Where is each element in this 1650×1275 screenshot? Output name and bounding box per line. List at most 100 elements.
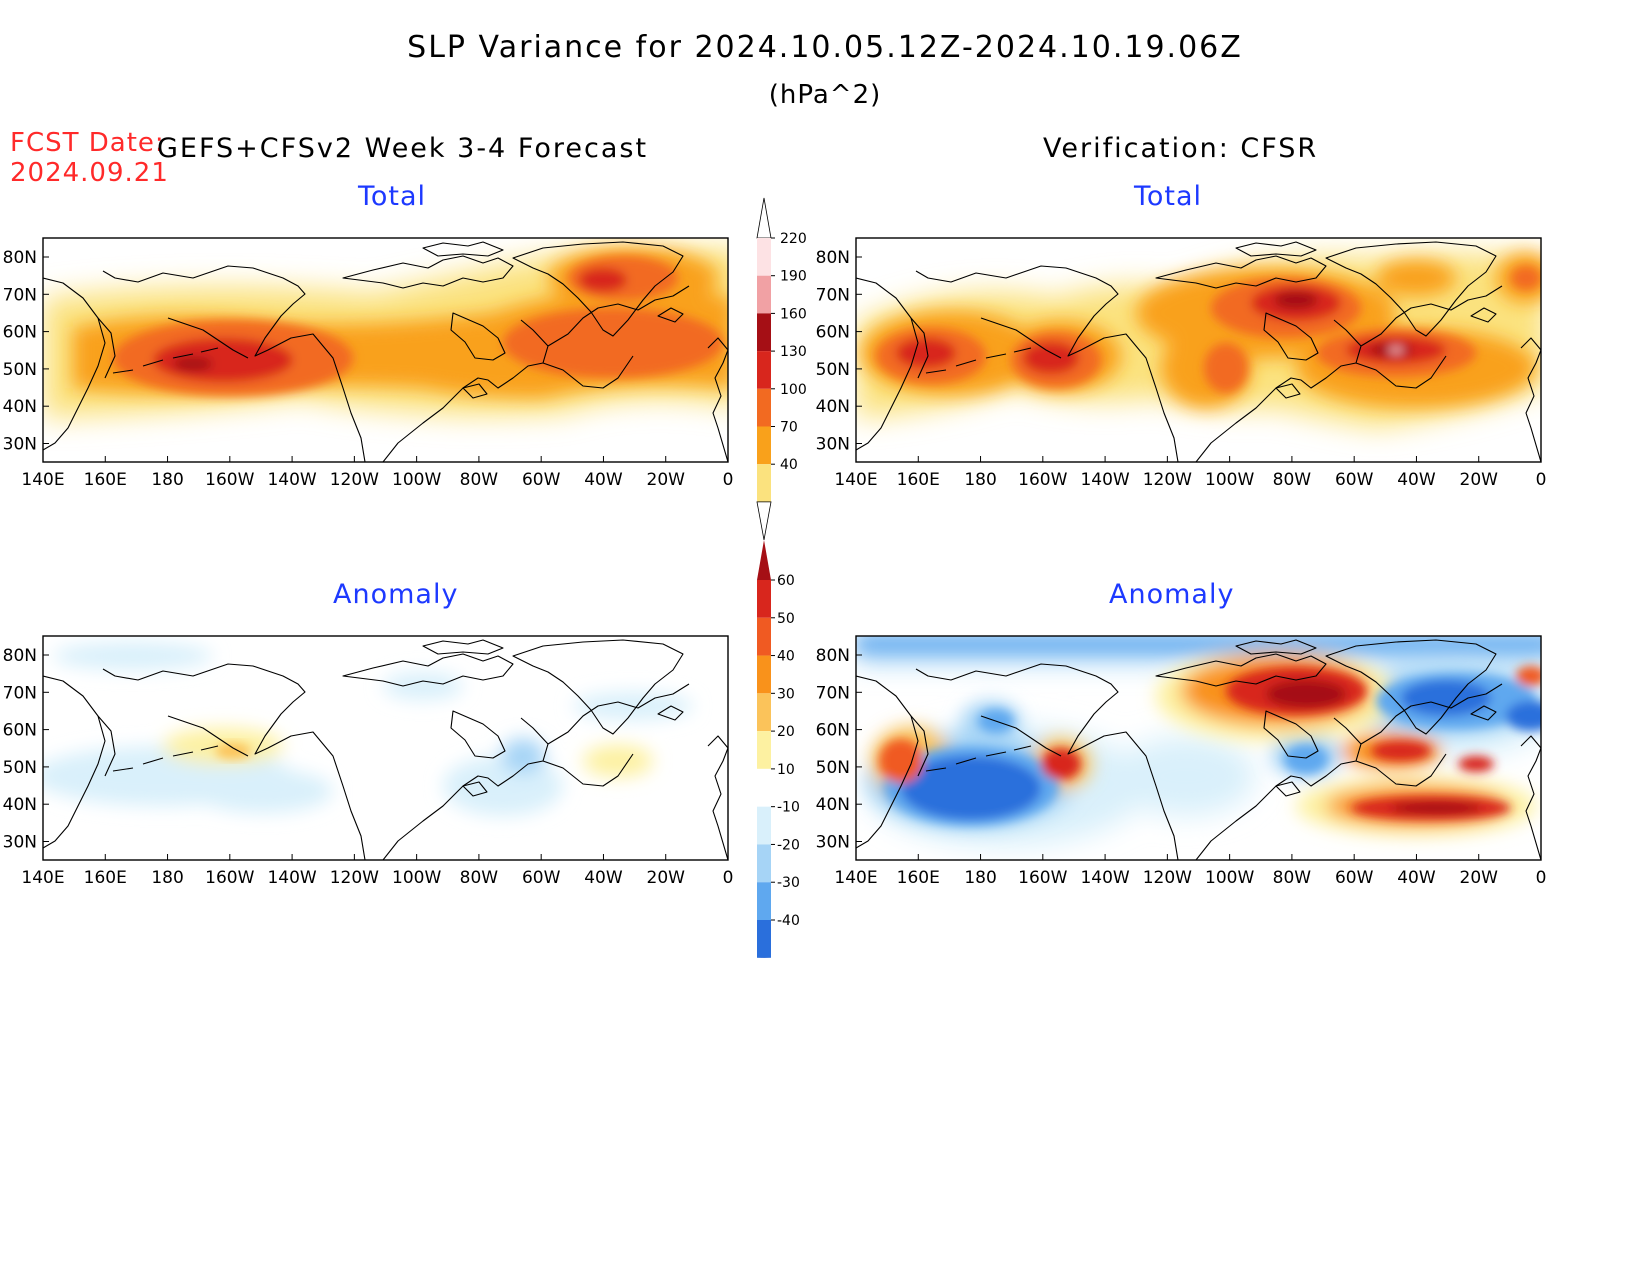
colorbar-label: -30 <box>777 875 800 891</box>
colorbar-label: -20 <box>777 837 800 853</box>
colorbar-label: -10 <box>777 800 800 816</box>
lon-tick-label: 180 <box>151 470 183 490</box>
lat-tick-label: 50N <box>3 758 37 778</box>
lon-tick-label: 0 <box>723 470 734 490</box>
colorbar-swatch <box>757 693 771 732</box>
forecast-anomaly-map <box>42 635 729 861</box>
lon-tick-label: 40W <box>1397 868 1436 888</box>
lon-tick-label: 20W <box>1460 868 1499 888</box>
colorbar-label: 60 <box>777 573 795 589</box>
forecast-header: GEFS+CFSv2 Week 3-4 Forecast <box>157 133 649 164</box>
lon-tick-label: 60W <box>1335 868 1374 888</box>
lat-tick-label: 40N <box>816 795 850 815</box>
lon-tick-label: 120W <box>330 470 379 490</box>
colorbar-label: 160 <box>780 306 807 322</box>
lon-tick-label: 40W <box>1397 470 1436 490</box>
lon-tick-label: 20W <box>647 868 686 888</box>
panel-label-forecast-total: Total <box>358 181 427 212</box>
lat-tick-label: 50N <box>816 758 850 778</box>
lat-tick-label: 60N <box>816 323 850 343</box>
lat-tick-label: 80N <box>3 248 37 268</box>
colorbar-label: 130 <box>780 344 807 360</box>
figure-title: SLP Variance for 2024.10.05.12Z-2024.10.… <box>407 30 1243 65</box>
lon-tick-label: 140W <box>1080 868 1129 888</box>
lat-tick-label: 70N <box>816 285 850 305</box>
colorbar-swatch <box>757 731 771 769</box>
lon-tick-label: 140E <box>21 470 64 490</box>
lat-tick-label: 30N <box>3 435 37 455</box>
lon-tick-label: 140E <box>21 868 64 888</box>
colorbar-label: 40 <box>777 649 795 665</box>
colorbar-top-arrow <box>756 197 772 239</box>
lat-tick-label: 60N <box>816 721 850 741</box>
panel-label-verification-total: Total <box>1134 181 1203 212</box>
lon-tick-label: 160W <box>1018 868 1067 888</box>
lat-tick-label: 80N <box>3 646 37 666</box>
lon-tick-label: 160W <box>1018 470 1067 490</box>
colorbar-label: 50 <box>777 611 795 627</box>
lon-tick-label: 180 <box>964 868 996 888</box>
lat-tick-label: 50N <box>816 360 850 380</box>
lon-tick-label: 140E <box>834 470 877 490</box>
lon-tick-label: 20W <box>647 470 686 490</box>
colorbar-swatch <box>757 580 771 618</box>
lon-tick-label: 160W <box>205 868 254 888</box>
total-colorbar: 220 190 160 130 100 70 40 <box>756 197 807 540</box>
colorbar-label: 10 <box>777 762 795 778</box>
lon-tick-label: 60W <box>1335 470 1374 490</box>
lat-tick-label: 50N <box>3 360 37 380</box>
colorbar-label: 20 <box>777 724 795 740</box>
lon-tick-label: 100W <box>392 470 441 490</box>
lat-tick-label: 30N <box>3 833 37 853</box>
map-axes: 140E 160E 180 160W 140W 120W 100W 80W 60W 40W 20W 0… <box>3 248 1547 888</box>
lon-tick-label: 0 <box>1536 868 1547 888</box>
lon-tick-label: 160E <box>897 868 940 888</box>
colorbar-swatch <box>757 768 771 807</box>
lat-tick-label: 60N <box>3 323 37 343</box>
lat-tick-label: 70N <box>816 683 850 703</box>
colorbar-label: 220 <box>780 231 807 247</box>
lon-tick-label: 140W <box>267 470 316 490</box>
lon-tick-label: 160E <box>84 470 127 490</box>
colorbar-swatch <box>757 844 771 883</box>
colorbar-swatch <box>757 388 771 427</box>
lon-tick-label: 80W <box>460 868 499 888</box>
colorbar-label: 40 <box>780 457 798 473</box>
lat-tick-label: 40N <box>3 795 37 815</box>
lon-tick-label: 0 <box>1536 470 1547 490</box>
lat-tick-label: 80N <box>816 646 850 666</box>
verification-anomaly-map <box>855 635 1542 861</box>
lon-tick-label: 160W <box>205 470 254 490</box>
lon-tick-label: 180 <box>964 470 996 490</box>
colorbar-swatch <box>757 351 771 389</box>
figure-units: (hPa^2) <box>768 80 882 110</box>
lon-tick-label: 0 <box>723 868 734 888</box>
lon-tick-label: 80W <box>1273 470 1312 490</box>
lat-tick-label: 30N <box>816 435 850 455</box>
colorbar-label: 100 <box>780 382 807 398</box>
lat-tick-label: 40N <box>3 397 37 417</box>
verification-header: Verification: CFSR <box>1043 133 1319 164</box>
colorbar-swatch <box>757 806 771 845</box>
lon-tick-label: 140W <box>1080 470 1129 490</box>
lon-tick-label: 140E <box>834 868 877 888</box>
lat-tick-label: 70N <box>3 683 37 703</box>
colorbar-swatch <box>757 238 771 276</box>
lon-tick-label: 120W <box>1143 868 1192 888</box>
lat-tick-label: 80N <box>816 248 850 268</box>
colorbar-swatch <box>757 464 771 502</box>
colorbar-label: -40 <box>777 913 800 929</box>
colorbar-label: 70 <box>780 420 798 436</box>
lat-tick-label: 40N <box>816 397 850 417</box>
colorbar-label: 190 <box>780 269 807 285</box>
colorbar-top-arrow <box>757 540 771 580</box>
colorbar-swatch <box>757 275 771 314</box>
lat-tick-label: 30N <box>816 833 850 853</box>
fcst-date-value: 2024.09.21 <box>10 158 169 188</box>
colorbar-swatch <box>757 313 771 352</box>
colorbar-bottom-arrow <box>756 501 772 540</box>
colorbar-label: 30 <box>777 686 795 702</box>
lon-tick-label: 80W <box>460 470 499 490</box>
lon-tick-label: 120W <box>1143 470 1192 490</box>
